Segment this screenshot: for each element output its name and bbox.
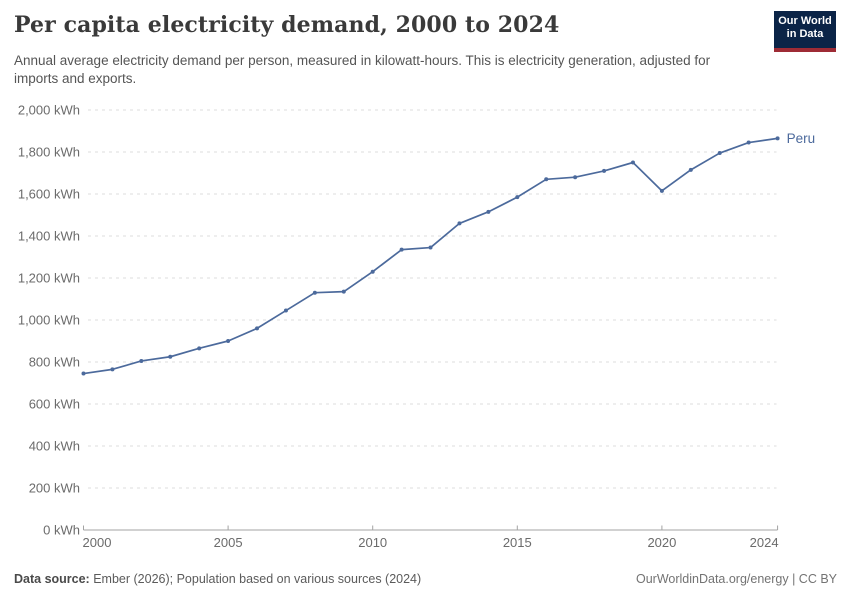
data-point[interactable] [283,308,288,313]
x-tick-label: 2000 [83,535,112,550]
y-tick-label: 200 kWh [29,481,80,496]
data-point[interactable] [573,175,578,180]
data-point[interactable] [139,358,144,363]
data-point[interactable] [370,269,375,274]
data-point[interactable] [544,177,549,182]
y-tick-label: 1,800 kWh [18,145,80,160]
x-tick-label: 2005 [214,535,243,550]
y-tick-label: 1,400 kWh [18,229,80,244]
data-source-label: Data source: [14,572,90,586]
x-tick-label: 2024 [750,535,779,550]
y-tick-label: 400 kWh [29,439,80,454]
data-point[interactable] [630,160,635,165]
data-point[interactable] [428,245,433,250]
data-point[interactable] [602,168,607,173]
data-point[interactable] [226,339,231,343]
data-point[interactable] [341,289,346,294]
data-point[interactable] [81,371,86,376]
page-title: Per capita electricity demand, 2000 to 2… [14,12,560,38]
y-tick-label: 1,200 kWh [18,271,80,286]
owid-logo: Our World in Data [774,11,836,52]
data-point[interactable] [515,195,520,200]
data-point[interactable] [197,346,202,351]
y-tick-label: 0 kWh [43,523,80,538]
footer-link[interactable]: OurWorldinData.org/energy | CC BY [635,572,837,586]
owid-logo-line1: Our World [778,15,832,27]
x-tick-label: 2015 [503,535,532,550]
data-point[interactable] [775,136,780,141]
y-tick-label: 1,600 kWh [18,187,80,202]
data-point[interactable] [110,367,115,372]
footer: Data source: Ember (2026); Population ba… [14,572,837,586]
data-line [82,137,779,375]
data-source-text: Ember (2026); Population based on variou… [89,572,422,586]
data-point[interactable] [688,167,693,172]
y-tick-label: 1,000 kWh [18,313,80,328]
x-tick-label: 2020 [647,535,676,550]
data-point[interactable] [312,290,317,295]
x-tick-label: 2010 [358,535,387,550]
y-tick-label: 800 kWh [29,355,80,370]
y-tick-label: 2,000 kWh [18,103,80,118]
series-label: Peru [787,131,816,146]
data-point[interactable] [486,209,491,214]
chart-subtitle: Annual average electricity demand per pe… [14,53,711,86]
owid-logo-line2: in Data [786,28,824,40]
y-tick-label: 600 kWh [29,397,80,412]
data-point[interactable] [746,140,751,145]
data-point[interactable] [399,247,404,252]
data-point[interactable] [255,326,260,331]
data-point[interactable] [659,188,664,193]
data-point[interactable] [457,221,462,226]
data-point[interactable] [717,151,722,156]
data-point[interactable] [168,354,173,359]
